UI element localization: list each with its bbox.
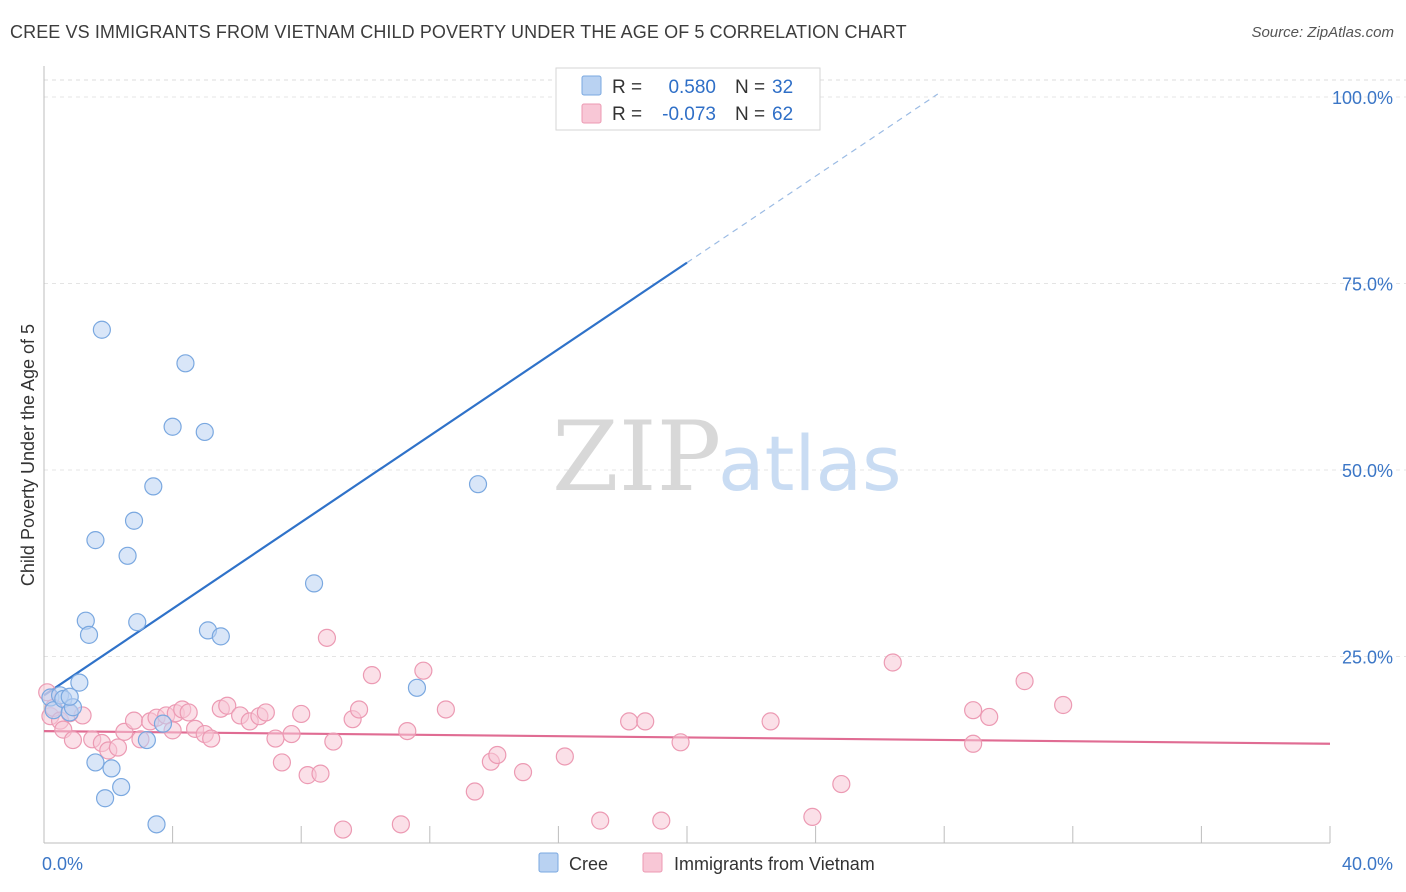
source-label: Source: ZipAtlas.com: [1251, 24, 1394, 41]
vietnam-point: [256, 703, 275, 722]
vietnam-point: [513, 763, 533, 782]
vietnam-point: [620, 712, 639, 731]
cree-point: [147, 815, 166, 834]
x-tick-label-max: 40.0%: [1342, 854, 1393, 874]
vietnam-point: [465, 782, 484, 801]
vietnam-point: [591, 811, 610, 830]
vietnam-point: [671, 733, 690, 752]
watermark-zip: ZIP: [552, 401, 721, 513]
legend-n-label-cree: N =: [735, 77, 765, 98]
bottom-legend-swatch-cree: [538, 852, 559, 873]
grid-lines: [44, 79, 1406, 657]
cree-trend-line: [43, 261, 688, 697]
cree-point: [468, 475, 488, 494]
vietnam-point: [333, 820, 353, 839]
vietnam-point: [292, 704, 311, 724]
cree-point: [118, 546, 137, 565]
cree-point: [137, 730, 156, 750]
vietnam-point: [324, 732, 343, 751]
cree-point: [124, 511, 144, 530]
vietnam-point: [761, 712, 780, 731]
cree-point: [60, 687, 79, 706]
bottom-legend-swatch-vietnam: [642, 852, 663, 873]
cree-point: [128, 613, 147, 632]
vietnam-point: [218, 696, 237, 715]
vietnam-point: [311, 764, 330, 783]
axes: [43, 66, 1331, 844]
cree-point: [86, 753, 105, 772]
legend-n-value-cree: 32: [772, 77, 793, 98]
x-tick-labels: 0.0% 40.0%: [42, 854, 1393, 874]
cree-point: [102, 759, 121, 778]
vietnam-point: [179, 703, 198, 722]
vietnam-point: [124, 711, 144, 730]
legend-r-value-cree: 0.580: [668, 77, 716, 98]
vietnam-point: [1015, 672, 1034, 691]
vietnam-point: [488, 745, 507, 765]
cree-point: [144, 477, 163, 496]
y-tick-label: 100.0%: [1332, 88, 1393, 108]
cree-point: [86, 531, 105, 550]
chart-title: CREE VS IMMIGRANTS FROM VIETNAM CHILD PO…: [10, 22, 907, 42]
y-tick-label: 25.0%: [1342, 648, 1393, 668]
watermark: ZIP atlas: [552, 401, 902, 513]
legend-r-value-vietnam: -0.073: [662, 104, 716, 125]
y-tick-label: 75.0%: [1342, 275, 1393, 295]
vietnam-point: [980, 707, 999, 727]
vietnam-point: [63, 730, 83, 750]
vietnam-point: [266, 729, 285, 748]
cree-point: [211, 627, 230, 646]
vietnam-point: [652, 811, 671, 830]
cree-point: [304, 574, 324, 593]
y-tick-labels: 25.0% 50.0% 75.0% 100.0%: [1332, 88, 1393, 668]
vietnam-point: [555, 747, 574, 766]
legend-box: R = 0.580 N = 32 R = -0.073 N = 62: [555, 67, 821, 131]
cree-point: [195, 422, 214, 442]
vietnam-point: [349, 700, 369, 719]
vietnam-point: [202, 729, 221, 748]
bottom-legend-vietnam: Immigrants from Vietnam: [674, 854, 875, 874]
y-tick-label: 50.0%: [1342, 461, 1393, 481]
watermark-atlas: atlas: [718, 419, 902, 508]
data-points: [38, 87, 1073, 839]
vietnam-point: [362, 666, 382, 685]
y-axis-label: Child Poverty Under the Age of 5: [18, 324, 38, 586]
cree-point: [163, 417, 182, 436]
vietnam-point: [414, 661, 433, 680]
legend-n-value-vietnam: 62: [772, 104, 793, 125]
vietnam-point: [803, 807, 822, 826]
legend-swatch-cree: [581, 75, 602, 96]
vietnam-point: [317, 628, 337, 647]
cree-point: [92, 320, 111, 339]
bottom-legend-cree: Cree: [569, 854, 608, 874]
vietnam-point: [636, 712, 655, 731]
legend-n-label-vietnam: N =: [735, 104, 765, 125]
vietnam-point: [282, 724, 301, 744]
vietnam-point: [398, 721, 417, 741]
vietnam-point: [964, 734, 983, 753]
legend-r-label-cree: R =: [612, 77, 642, 98]
legend-swatch-vietnam: [581, 103, 602, 124]
cree-point: [112, 777, 131, 797]
vietnam-point: [964, 701, 983, 720]
vietnam-point: [1054, 695, 1073, 715]
vietnam-point: [391, 815, 410, 834]
x-tick-label-min: 0.0%: [42, 854, 83, 874]
cree-point: [95, 789, 115, 808]
cree-point: [79, 625, 99, 644]
vietnam-point: [108, 738, 128, 757]
legend-r-label-vietnam: R =: [612, 104, 642, 125]
cree-point: [153, 714, 173, 733]
vietnam-point: [436, 700, 455, 719]
bottom-legend: Cree Immigrants from Vietnam: [538, 852, 875, 874]
vietnam-point: [272, 753, 292, 772]
cree-point: [70, 673, 89, 692]
vietnam-point: [832, 774, 851, 794]
cree-point: [176, 354, 195, 373]
vietnam-point: [883, 653, 902, 672]
cree-point: [407, 678, 427, 697]
